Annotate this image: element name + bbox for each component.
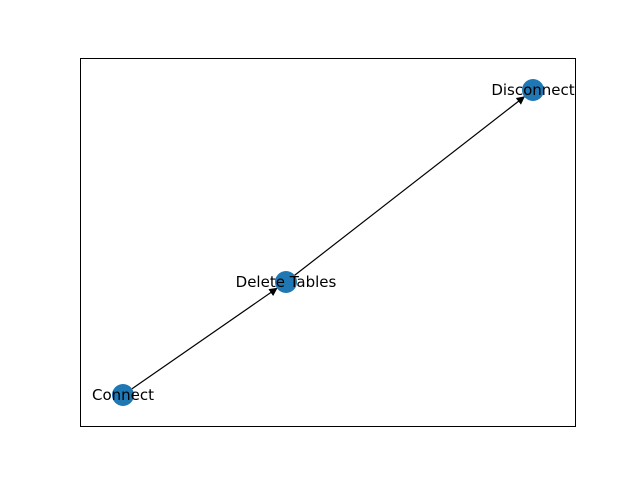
node-delete_tables: [275, 271, 297, 293]
node-label-disconnect: Disconnect: [491, 81, 574, 99]
edge-delete_tables-to-disconnect: [294, 96, 525, 276]
edges-layer: [131, 96, 525, 390]
node-connect: [112, 384, 134, 406]
node-label-delete_tables: Delete Tables: [236, 273, 337, 291]
node-disconnect: [522, 79, 544, 101]
edge-connect-to-delete_tables: [131, 287, 278, 390]
node-label-connect: Connect: [92, 386, 154, 404]
plot-frame: [80, 58, 576, 427]
nodes-layer: [112, 79, 544, 406]
labels-layer: Connect Delete Tables Disconnect: [92, 81, 575, 404]
